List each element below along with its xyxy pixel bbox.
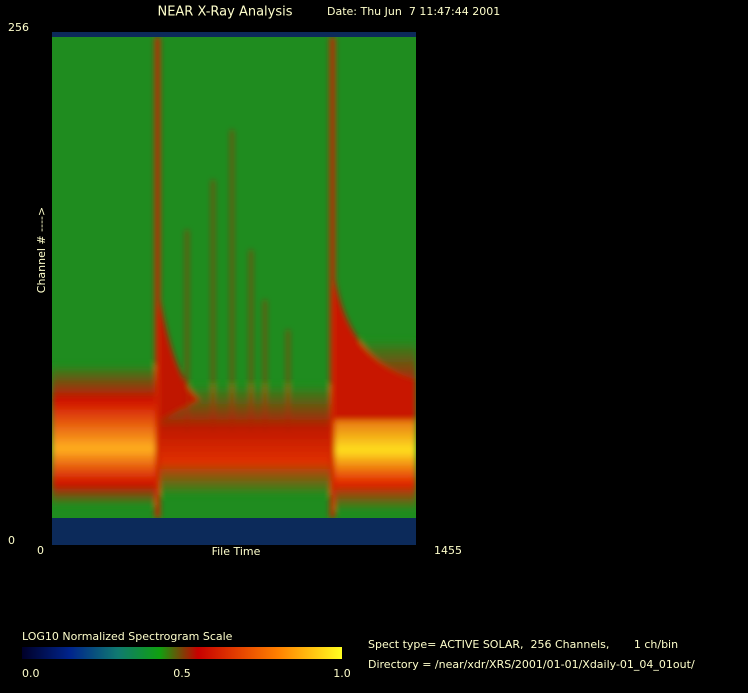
chart-title: NEAR X-Ray Analysis [157, 5, 292, 20]
colorbar-label: LOG10 Normalized Spectrogram Scale [22, 630, 233, 643]
x-axis-label: File Time [212, 545, 261, 558]
spectrogram-image [52, 32, 416, 545]
colorbar-tick-label: 0.0 [22, 667, 40, 680]
info-line: Spect type= ACTIVE SOLAR, 256 Channels, … [368, 638, 678, 651]
y-tick-label: 0 [8, 534, 15, 547]
info-line: Directory = /near/xdr/XRS/2001/01-01/Xda… [368, 658, 695, 671]
colorbar [22, 647, 342, 659]
colorbar-tick-label: 1.0 [333, 667, 351, 680]
x-tick-label: 0 [37, 544, 44, 557]
date: Date: Thu Jun 7 11:47:44 2001 [327, 5, 500, 18]
colorbar-tick-label: 0.5 [173, 667, 191, 680]
y-tick-label: 256 [8, 21, 29, 34]
y-axis-label: Channel # ----> [35, 207, 48, 293]
x-tick-label: 1455 [434, 544, 462, 557]
